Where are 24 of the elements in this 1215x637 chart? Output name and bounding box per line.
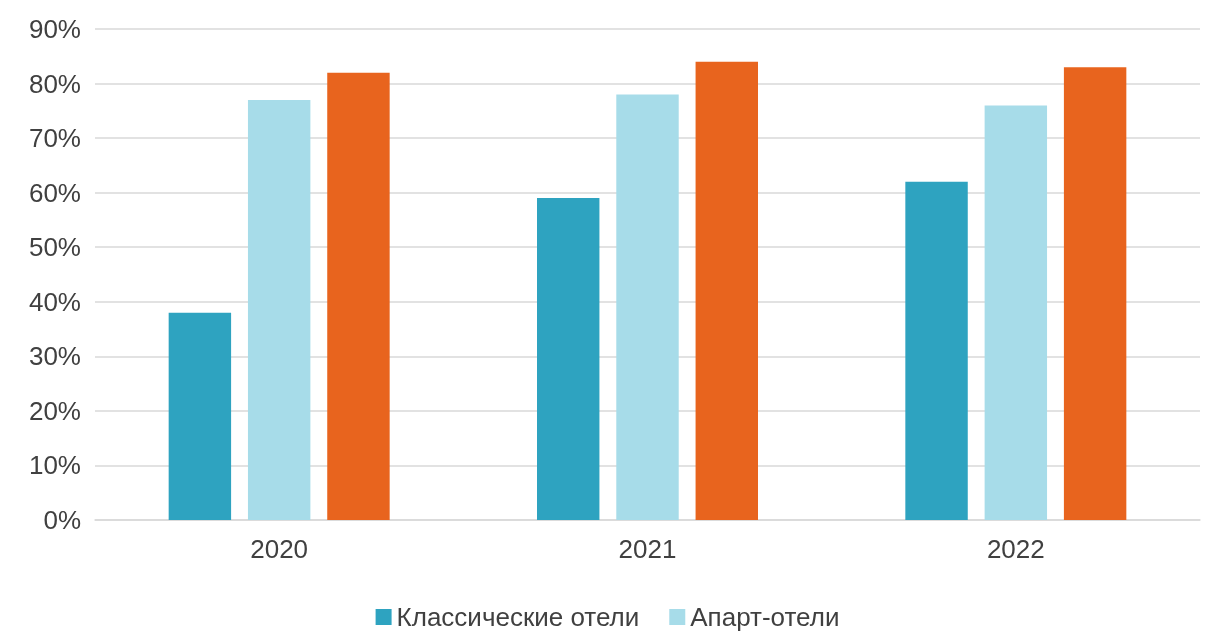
bar xyxy=(695,61,758,520)
legend-label: Апарт-отели xyxy=(690,602,840,632)
y-tick-label: 70% xyxy=(28,123,81,154)
y-tick-label: 80% xyxy=(28,68,81,99)
y-tick-label: 30% xyxy=(28,341,81,372)
y-tick-label: 50% xyxy=(28,232,81,263)
y-tick-label: 10% xyxy=(28,450,81,481)
bar xyxy=(984,105,1048,520)
y-tick-label: 0% xyxy=(43,505,81,535)
x-tick-label: 2021 xyxy=(618,534,677,564)
bar xyxy=(537,198,600,520)
bar xyxy=(327,72,390,520)
bar xyxy=(1063,67,1127,520)
bar xyxy=(168,312,232,520)
y-tick-label: 60% xyxy=(28,177,81,208)
bar xyxy=(616,94,679,520)
x-tick-label: 2022 xyxy=(986,534,1045,564)
x-tick-label: 2020 xyxy=(250,534,309,564)
legend-label: Классические отели xyxy=(396,602,640,632)
bar xyxy=(247,99,311,520)
y-tick-label: 40% xyxy=(28,286,81,317)
y-tick-label: 90% xyxy=(28,14,81,44)
bar xyxy=(905,181,968,520)
y-tick-label: 20% xyxy=(28,395,81,426)
